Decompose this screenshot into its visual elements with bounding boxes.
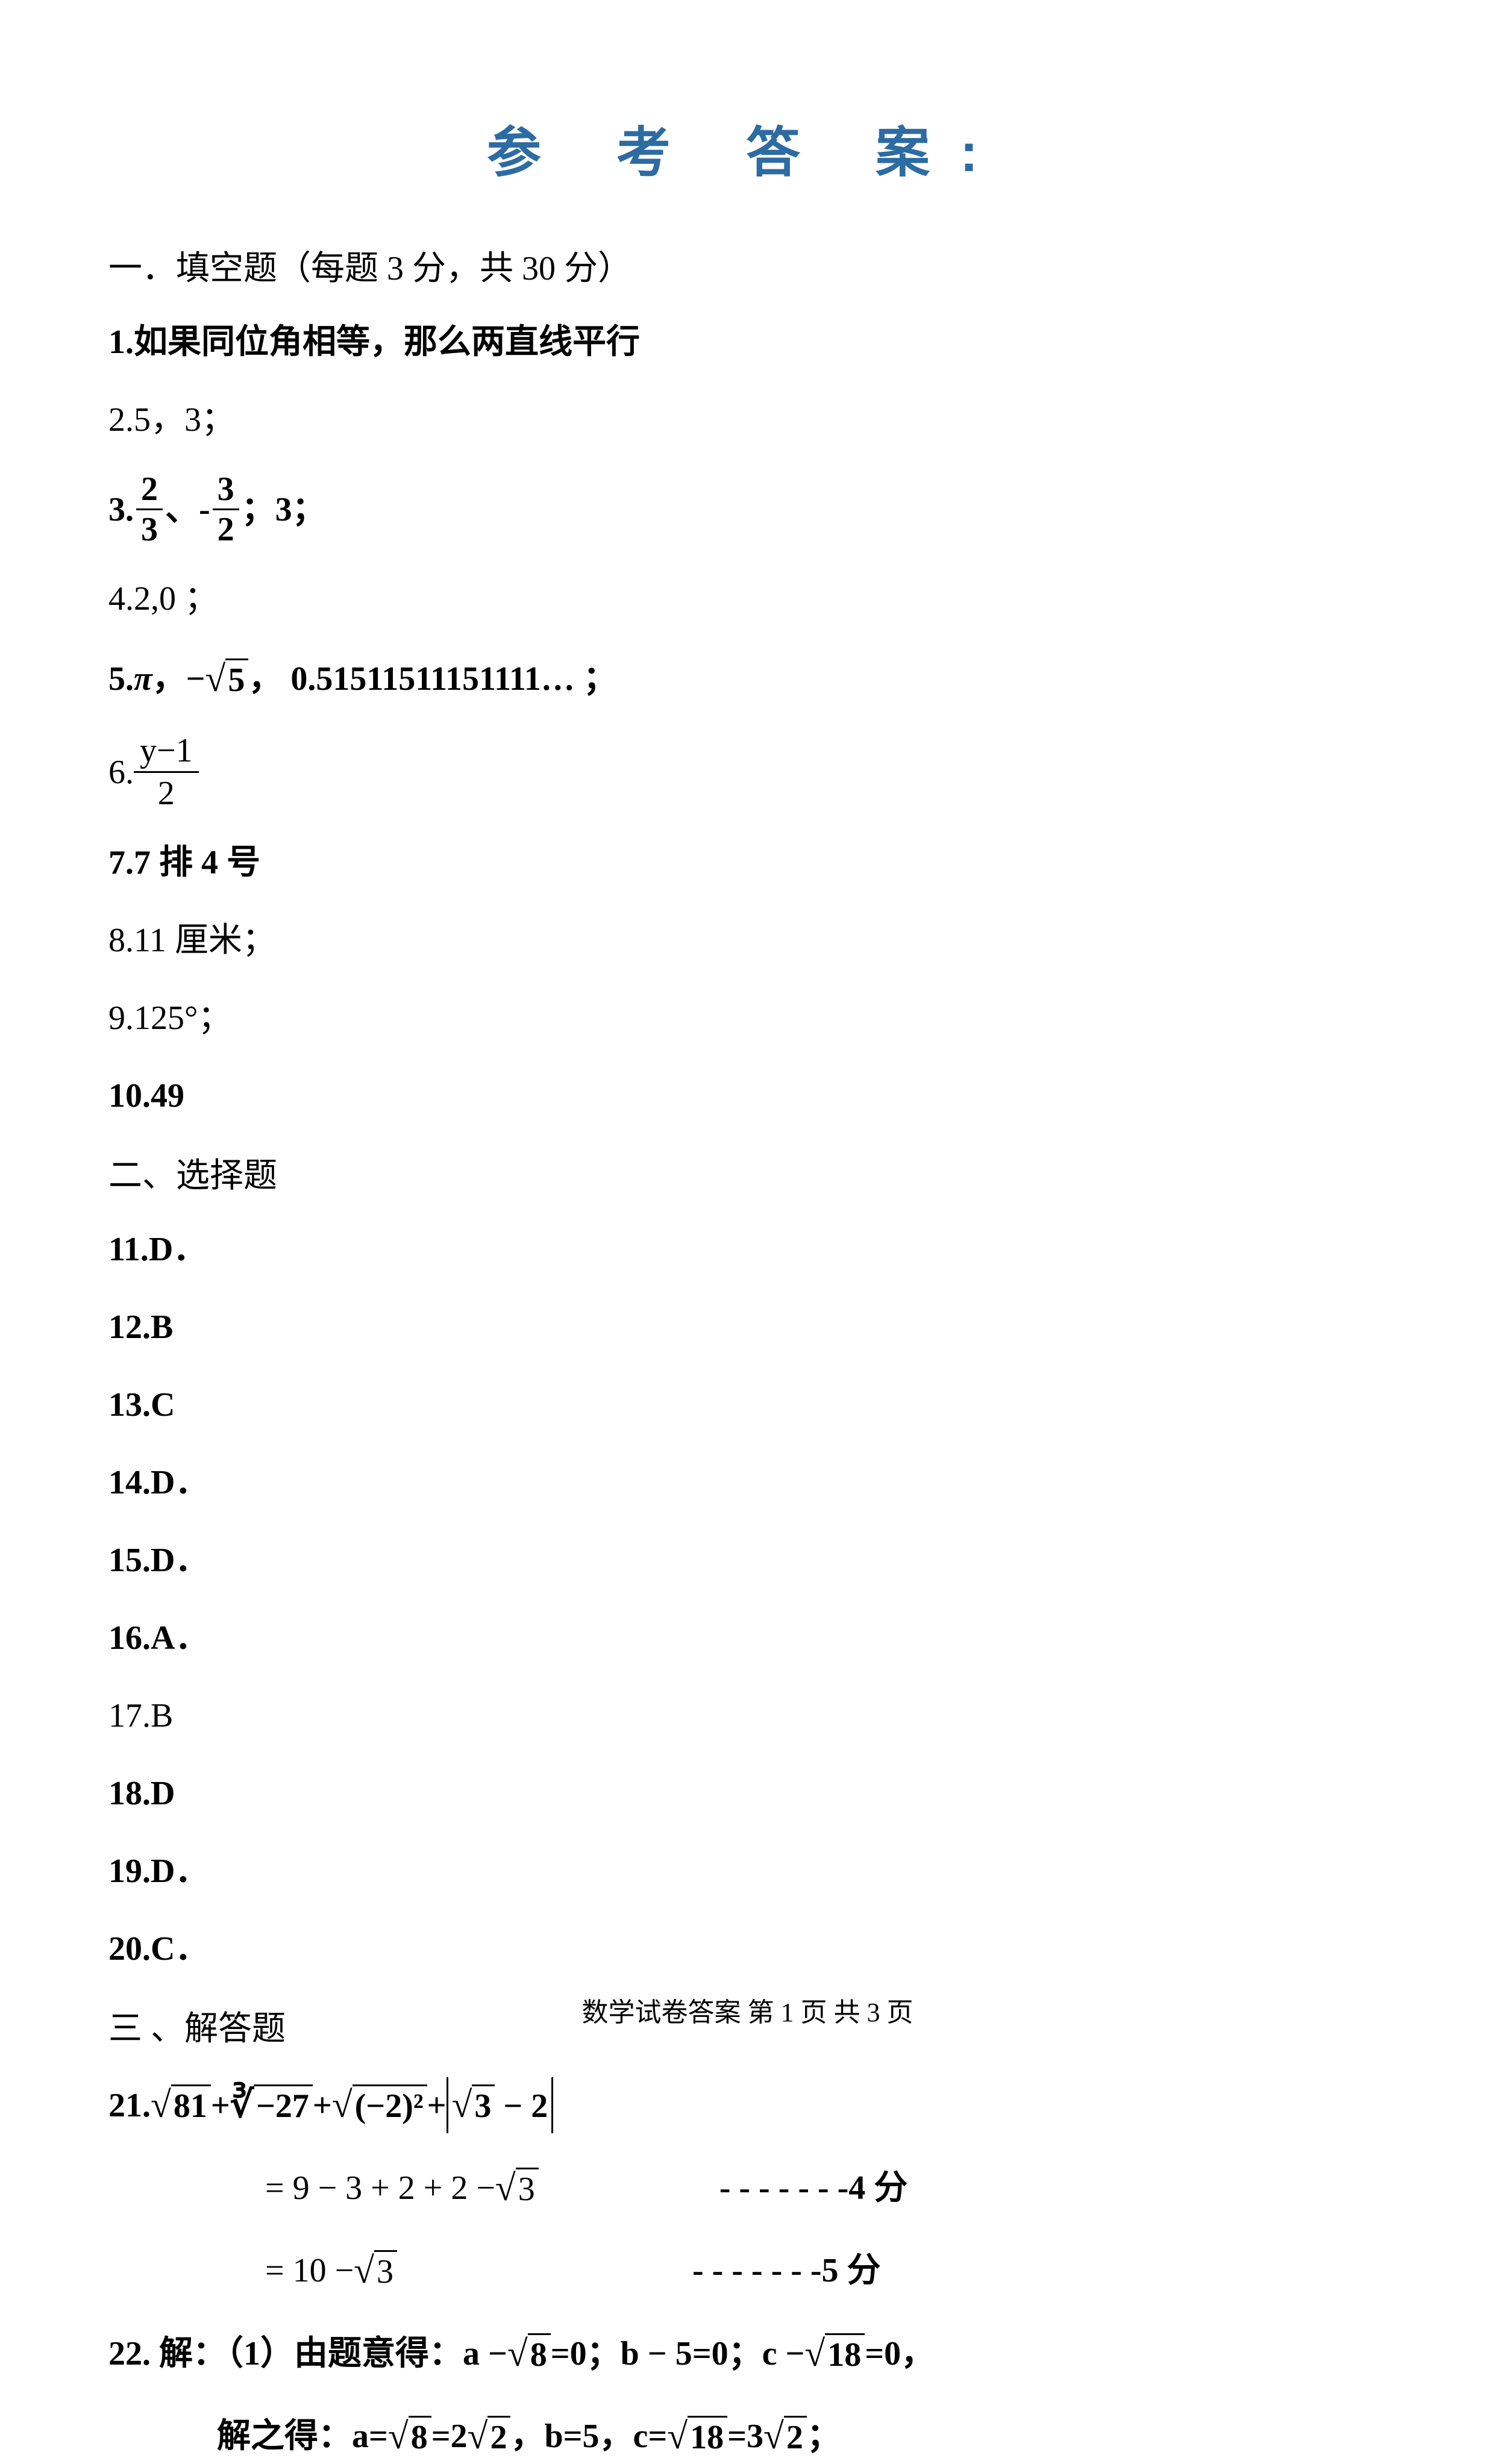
q6-prefix: 6. (108, 747, 134, 798)
answer-q17: 17.B (108, 1690, 1387, 1741)
answer-q10: 10.49 (108, 1071, 1387, 1121)
q21-step2-score: - - - - - - -5 分 (692, 2245, 881, 2296)
q21-step1-score: - - - - - - -4 分 (719, 2163, 908, 2213)
answer-q22-line1: 22. 解：（1）由题意得：a − 8 =0；b − 5=0；c − 18 =0… (108, 2326, 1387, 2381)
q21-step2-sqrt3-val: 3 (374, 2250, 397, 2290)
q6-num: y−1 (134, 734, 199, 773)
answer-q11: 11.D． (108, 1224, 1387, 1275)
q3-frac1-den: 3 (136, 510, 163, 546)
q22-l2-end: ； (807, 2411, 841, 2462)
q3-fraction1: 2 3 (136, 472, 163, 546)
q22-l1-prefix: 22. 解：（1）由题意得：a − (108, 2328, 507, 2379)
q22-sqrt2a: 2 (468, 2409, 511, 2464)
q22-sqrt8b: 8 (388, 2409, 431, 2464)
q21-abs: 3 − 2 (447, 2077, 554, 2133)
q3-suffix: ；3； (242, 484, 326, 535)
answer-q7: 7.7 排 4 号 (108, 837, 1387, 888)
answer-q15: 15.D． (108, 1535, 1387, 1586)
q22-sqrt18a-val: 18 (825, 2333, 865, 2374)
q5-rest: ， 0.51511511151111… ； (248, 654, 616, 704)
q22-l2-prefix: 解之得：a= (217, 2411, 388, 2462)
q22-l2-eq1: =2 (431, 2411, 468, 2462)
q3-prefix: 3. (108, 484, 134, 535)
q5-pi: π (134, 654, 152, 704)
q21-sqrt-neg2sq-val: (−2)² (353, 2084, 427, 2125)
q21-step2-text: = 10 − (265, 2245, 354, 2296)
q21-abs-minus2: − 2 (503, 2087, 548, 2125)
answer-q13: 13.C (108, 1380, 1387, 1430)
q21-abs-sqrt3-val: 3 (472, 2084, 495, 2125)
q21-sqrt81: 81 (151, 2077, 211, 2133)
q22-l1-mid1: =0；b − 5=0；c − (551, 2328, 805, 2379)
answer-q21-expr: 21. 81 + −27 + (−2)² + 3 − 2 (108, 2077, 1387, 2133)
answer-q1: 1.如果同位角相等，那么两直线平行 (108, 317, 1387, 367)
answer-q6: 6. y−1 2 (108, 734, 1387, 810)
answer-q20: 20.C． (108, 1924, 1387, 1974)
q21-prefix: 21. (108, 2080, 151, 2131)
q21-step1-text: = 9 − 3 + 2 + 2 − (265, 2163, 495, 2213)
answer-q8: 8.11 厘米； (108, 915, 1387, 966)
q22-sqrt2a-val: 2 (487, 2416, 510, 2456)
q3-frac2-den: 2 (213, 510, 239, 546)
q22-sqrt8b-val: 8 (409, 2416, 431, 2456)
answer-q4: 4.2,0 ； (108, 574, 1387, 624)
answer-q16: 16.A． (108, 1613, 1387, 1663)
answer-q18: 18.D (108, 1768, 1387, 1819)
q21-step1-sqrt3-val: 3 (516, 2168, 539, 2208)
q22-sqrt18b-val: 18 (688, 2416, 727, 2456)
q5-sqrt5-val: 5 (225, 658, 248, 699)
q3-sep: 、- (165, 484, 210, 535)
q22-sqrt2b: 2 (763, 2409, 807, 2464)
q21-plus1: + (211, 2080, 230, 2131)
q3-fraction2: 3 2 (213, 472, 239, 546)
section1-header: 一．填空题（每题 3 分，共 30 分） (108, 241, 1387, 290)
q22-sqrt8a: 8 (507, 2326, 551, 2381)
q21-plus3: + (427, 2080, 447, 2131)
q22-sqrt18a: 18 (804, 2326, 865, 2381)
q22-l2-eq2: =3 (727, 2411, 763, 2462)
answer-q9: 9.125°； (108, 993, 1387, 1043)
q21-step1-sqrt3: 3 (495, 2160, 539, 2216)
answer-q21-step1: = 9 − 3 + 2 + 2 − 3 - - - - - - -4 分 (108, 2160, 1387, 2216)
page-footer: 数学试卷答案 第 1 页 共 3 页 (0, 1990, 1495, 2029)
q5-neg: − (186, 654, 205, 704)
q3-frac1-num: 2 (136, 472, 163, 510)
q22-l2-mid: ，b=5，c= (510, 2411, 667, 2462)
page-title: 参 考 答 案: (108, 108, 1387, 187)
q22-l1-end: =0， (865, 2328, 935, 2379)
q5-prefix: 5. (108, 654, 134, 704)
answer-q19: 19.D． (108, 1846, 1387, 1896)
q21-abs-sqrt3: 3 (452, 2077, 495, 2133)
q6-den: 2 (134, 773, 199, 810)
q21-step2-sqrt3: 3 (354, 2243, 397, 2298)
q22-sqrt2b-val: 2 (784, 2416, 807, 2456)
q22-sqrt18b: 18 (667, 2409, 727, 2464)
q6-fraction: y−1 2 (134, 734, 199, 810)
answer-q14: 14.D． (108, 1457, 1387, 1508)
q21-cbrt-val: −27 (254, 2084, 313, 2125)
q21-sqrt-neg2sq: (−2)² (332, 2077, 427, 2133)
q21-plus2: + (313, 2080, 332, 2131)
q5-sqrt5: 5 (205, 651, 249, 707)
answer-q5: 5. π ， − 5 ， 0.51511511151111… ； (108, 651, 1387, 707)
q21-cbrt: −27 (230, 2077, 313, 2133)
q5-comma1: ， (152, 654, 186, 704)
section2-header: 二、选择题 (108, 1148, 1387, 1197)
answer-q22-line2: 解之得：a= 8 =2 2 ，b=5，c= 18 =3 2 ； (108, 2409, 1387, 2464)
answer-q21-step2: = 10 − 3 - - - - - - -5 分 (108, 2243, 1387, 2298)
answer-q12: 12.B (108, 1302, 1387, 1352)
answer-q2: 2.5，3； (108, 395, 1387, 445)
q22-sqrt8a-val: 8 (528, 2333, 551, 2374)
q3-frac2-num: 3 (213, 472, 239, 510)
q21-sqrt81-val: 81 (171, 2084, 211, 2125)
answer-q3: 3. 2 3 、- 3 2 ；3； (108, 472, 1387, 546)
